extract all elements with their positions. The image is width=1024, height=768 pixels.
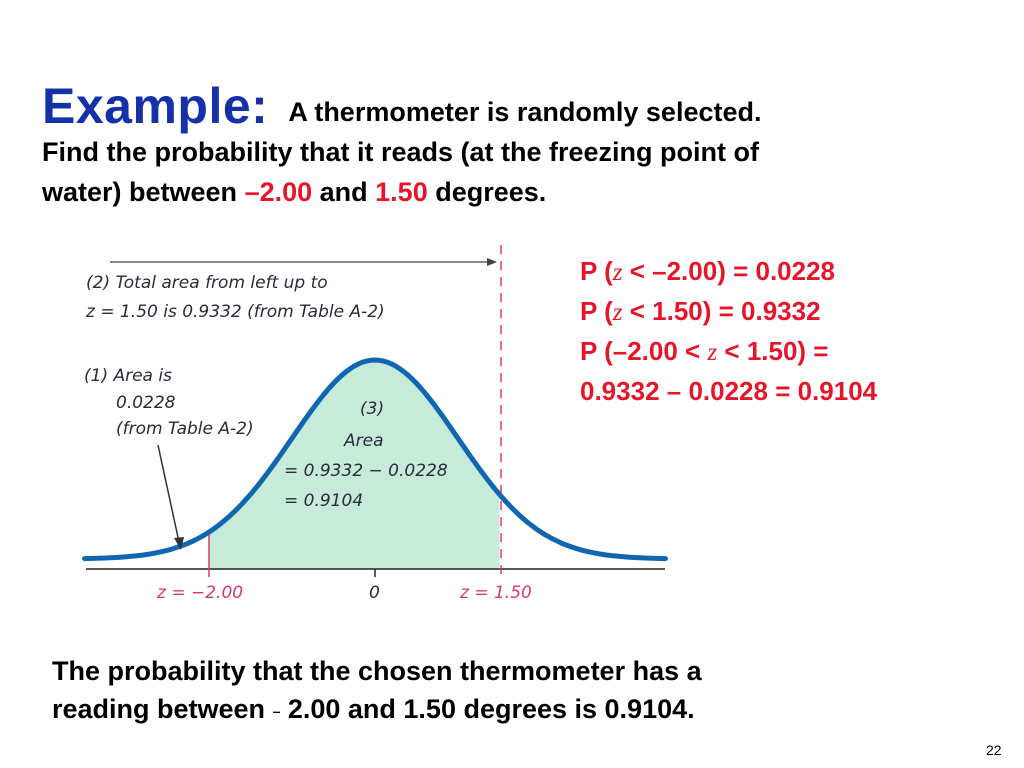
result-text: < –2.00) = 0.0228 bbox=[622, 256, 836, 286]
note1-arrow bbox=[157, 444, 180, 543]
note3-line1: (3) bbox=[360, 399, 384, 419]
note3-line3: = 0.9332 − 0.0228 bbox=[284, 461, 448, 481]
result-line-3: P (–2.00 < z < 1.50) = bbox=[580, 332, 1000, 372]
conclusion-text-part: reading between bbox=[52, 694, 273, 724]
title-text: water) between bbox=[42, 177, 245, 207]
result-line-4: 0.9332 – 0.0228 = 0.9104 bbox=[580, 372, 1000, 410]
result-text: P ( bbox=[580, 256, 613, 286]
note2-line1: (2) Total area from left up to bbox=[86, 273, 328, 293]
result-text: P ( bbox=[580, 296, 613, 326]
upper-bound-value: 1.50 bbox=[375, 177, 428, 207]
result-text: 0.9332 bbox=[580, 376, 667, 406]
lower-bound-value: –2.00 bbox=[244, 177, 313, 207]
z-right-label: z = 1.50 bbox=[459, 583, 532, 603]
result-text: P (–2.00 < bbox=[580, 336, 708, 366]
result-line-1: P (z < –2.00) = 0.0228 bbox=[580, 252, 1000, 292]
conclusion-text: The probability that the chosen thermome… bbox=[52, 652, 952, 730]
conclusion-text-part: 2.00 and 1.50 degrees is 0.9104. bbox=[280, 694, 695, 724]
shaded-area bbox=[209, 360, 500, 569]
probability-results: P (z < –2.00) = 0.0228 P (z < 1.50) = 0.… bbox=[580, 252, 1000, 410]
title-line-1: A thermometer is randomly selected. bbox=[288, 97, 762, 127]
z-left-label: z = −2.00 bbox=[156, 583, 243, 603]
title-block: Example: A thermometer is randomly select… bbox=[42, 81, 992, 212]
result-line-2: P (z < 1.50) = 0.9332 bbox=[580, 292, 1000, 332]
minus-sign: – bbox=[666, 376, 682, 406]
title-text: and bbox=[312, 177, 376, 207]
z-zero-label: 0 bbox=[369, 583, 380, 603]
note2-line2: z = 1.50 is 0.9332 (from Table A-2) bbox=[85, 302, 385, 322]
title-line-2: Find the probability that it reads (at t… bbox=[42, 137, 760, 167]
result-text: < 1.50) = 0.9332 bbox=[622, 296, 821, 326]
z-variable: z bbox=[707, 339, 718, 366]
page-number: 22 bbox=[986, 742, 1002, 758]
title-line-3: water) between –2.00 and 1.50 degrees. bbox=[42, 172, 992, 212]
note1-arrowhead bbox=[174, 537, 184, 550]
note3-line4: = 0.9104 bbox=[284, 491, 363, 511]
title-text: degrees. bbox=[427, 177, 547, 207]
example-heading: Example: bbox=[42, 78, 269, 134]
note1-line2: 0.0228 bbox=[116, 393, 176, 413]
result-text: 0.0228 = 0.9104 bbox=[681, 376, 878, 406]
minus-sign: – bbox=[272, 703, 281, 719]
conclusion-line-2: reading between – 2.00 and 1.50 degrees … bbox=[52, 690, 952, 730]
result-text: < 1.50) = bbox=[717, 336, 829, 366]
note2-arrowhead bbox=[487, 258, 497, 266]
note1-line1: (1) Area is bbox=[84, 366, 172, 386]
note1-line3: (from Table A-2) bbox=[116, 419, 254, 439]
conclusion-line-1: The probability that the chosen thermome… bbox=[52, 656, 702, 686]
z-variable: z bbox=[612, 299, 623, 326]
note3-line2: Area bbox=[343, 431, 384, 451]
z-variable: z bbox=[612, 259, 623, 286]
